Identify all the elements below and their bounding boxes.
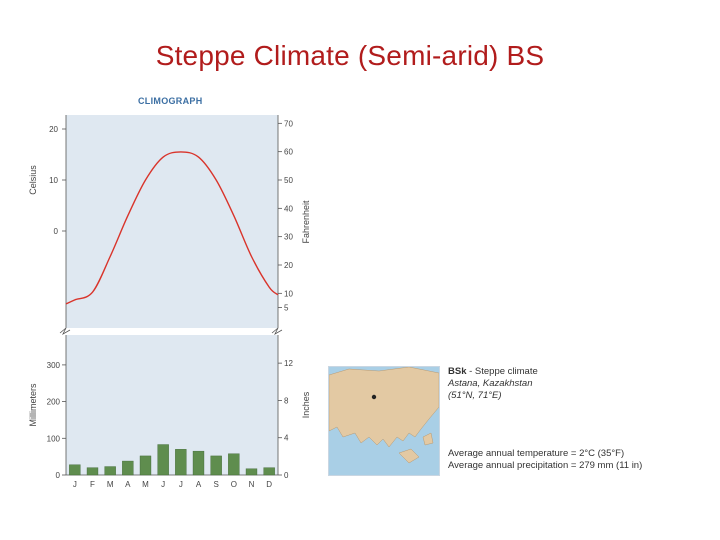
mm-tick-label: 200	[47, 398, 61, 407]
chart-header: CLIMOGRAPH	[138, 96, 203, 106]
month-label: N	[249, 480, 255, 489]
location-marker	[371, 394, 377, 400]
celsius-axis-title: Celsius	[28, 165, 38, 195]
inch-tick-label: 4	[284, 434, 289, 443]
precipitation-bar	[245, 468, 258, 476]
precipitation-bar	[175, 449, 187, 476]
break-mark-left	[59, 327, 71, 336]
celsius-tick-label: 10	[49, 176, 58, 185]
mm-tick-label: 300	[47, 361, 61, 370]
fahrenheit-tick-label: 60	[284, 148, 293, 157]
fahrenheit-tick-label: 70	[284, 119, 293, 128]
island-shape	[422, 432, 434, 446]
temperature-panel	[66, 115, 278, 328]
precipitation-bar	[157, 444, 169, 476]
month-label: D	[266, 480, 272, 489]
mm-tick-label: 100	[47, 434, 61, 443]
mm-tick-label: 0	[56, 471, 61, 480]
month-label: A	[196, 480, 202, 489]
landmass-shape	[329, 367, 439, 448]
inches-axis-title: Inches	[301, 391, 311, 418]
location-coords: (51°N, 71°E)	[448, 390, 502, 401]
celsius-tick-label: 20	[49, 125, 58, 134]
avg-temperature: Average annual temperature = 2°C (35°F)	[448, 448, 625, 459]
precipitation-panel	[66, 335, 278, 475]
inch-tick-label: 8	[284, 396, 289, 405]
month-label: J	[161, 480, 165, 489]
location-name: Astana, Kazakhstan	[448, 378, 533, 389]
fahrenheit-tick-label: 5	[284, 304, 289, 313]
month-label: S	[213, 480, 218, 489]
precipitation-bar	[122, 460, 134, 476]
inch-tick-label: 12	[284, 359, 293, 368]
month-label: O	[231, 480, 237, 489]
temperature-line	[65, 151, 279, 305]
fahrenheit-axis-title: Fahrenheit	[301, 200, 311, 244]
island-shape	[398, 448, 420, 464]
asia-locator-map	[328, 366, 440, 476]
precipitation-bar	[86, 467, 99, 476]
precipitation-bar	[69, 464, 81, 476]
month-label: M	[107, 480, 114, 489]
month-label: J	[73, 480, 77, 489]
precipitation-bar	[104, 466, 116, 476]
fahrenheit-tick-label: 10	[284, 289, 293, 298]
climate-name: - Steppe climate	[466, 366, 538, 377]
month-label: J	[179, 480, 183, 489]
celsius-tick-label: 0	[54, 227, 59, 236]
climate-info: BSk - Steppe climate Astana, Kazakhstan …	[448, 366, 538, 402]
fahrenheit-tick-label: 50	[284, 176, 293, 185]
fahrenheit-tick-label: 40	[284, 204, 293, 213]
precipitation-bar	[139, 455, 152, 476]
precipitation-bar	[210, 455, 222, 476]
avg-precipitation: Average annual precipitation = 279 mm (1…	[448, 460, 643, 471]
precipitation-bar	[228, 453, 240, 476]
month-label: M	[142, 480, 149, 489]
month-label: F	[90, 480, 95, 489]
slide-title: Steppe Climate (Semi-arid) BS	[155, 40, 545, 71]
break-mark-right	[271, 327, 283, 336]
climate-code: BSk	[448, 366, 467, 377]
precipitation-bar	[263, 467, 275, 476]
month-label: A	[125, 480, 131, 489]
fahrenheit-tick-label: 30	[284, 233, 293, 242]
fahrenheit-tick-label: 20	[284, 261, 293, 270]
inch-tick-label: 0	[284, 471, 289, 480]
annual-averages: Average annual temperature = 2°C (35°F) …	[448, 448, 642, 472]
millimeters-axis-title: Millimeters	[28, 383, 38, 427]
precipitation-bar	[192, 450, 205, 476]
